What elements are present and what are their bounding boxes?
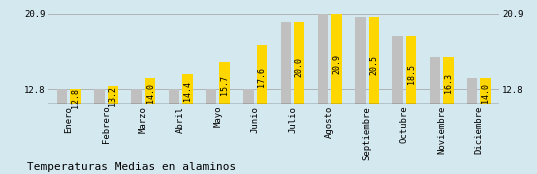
Text: 20.9: 20.9	[332, 54, 341, 74]
Bar	[220, 62, 230, 104]
Bar	[280, 22, 291, 104]
Bar	[294, 22, 304, 104]
Bar	[406, 36, 416, 104]
Text: 17.6: 17.6	[257, 68, 266, 88]
Bar	[368, 17, 379, 104]
Bar	[206, 89, 216, 104]
Bar	[182, 74, 193, 104]
Text: 16.3: 16.3	[444, 73, 453, 93]
Bar	[430, 57, 440, 104]
Bar	[145, 78, 155, 104]
Bar	[107, 86, 118, 104]
Bar	[169, 89, 179, 104]
Bar	[393, 36, 403, 104]
Text: 14.4: 14.4	[183, 81, 192, 101]
Text: 20.5: 20.5	[369, 55, 378, 75]
Text: 20.0: 20.0	[295, 57, 304, 77]
Bar	[70, 89, 81, 104]
Bar	[243, 89, 254, 104]
Text: 18.5: 18.5	[407, 64, 416, 84]
Bar	[467, 78, 477, 104]
Bar	[94, 89, 105, 104]
Bar	[355, 17, 366, 104]
Text: Temperaturas Medias en alaminos: Temperaturas Medias en alaminos	[27, 162, 236, 172]
Bar	[257, 45, 267, 104]
Text: 14.0: 14.0	[146, 83, 155, 103]
Bar	[132, 89, 142, 104]
Text: 15.7: 15.7	[220, 76, 229, 96]
Bar	[443, 57, 454, 104]
Text: 12.8: 12.8	[71, 88, 80, 108]
Bar	[318, 14, 328, 104]
Bar	[57, 89, 67, 104]
Bar	[331, 14, 342, 104]
Bar	[481, 78, 491, 104]
Text: 13.2: 13.2	[108, 86, 117, 106]
Text: 14.0: 14.0	[481, 83, 490, 103]
